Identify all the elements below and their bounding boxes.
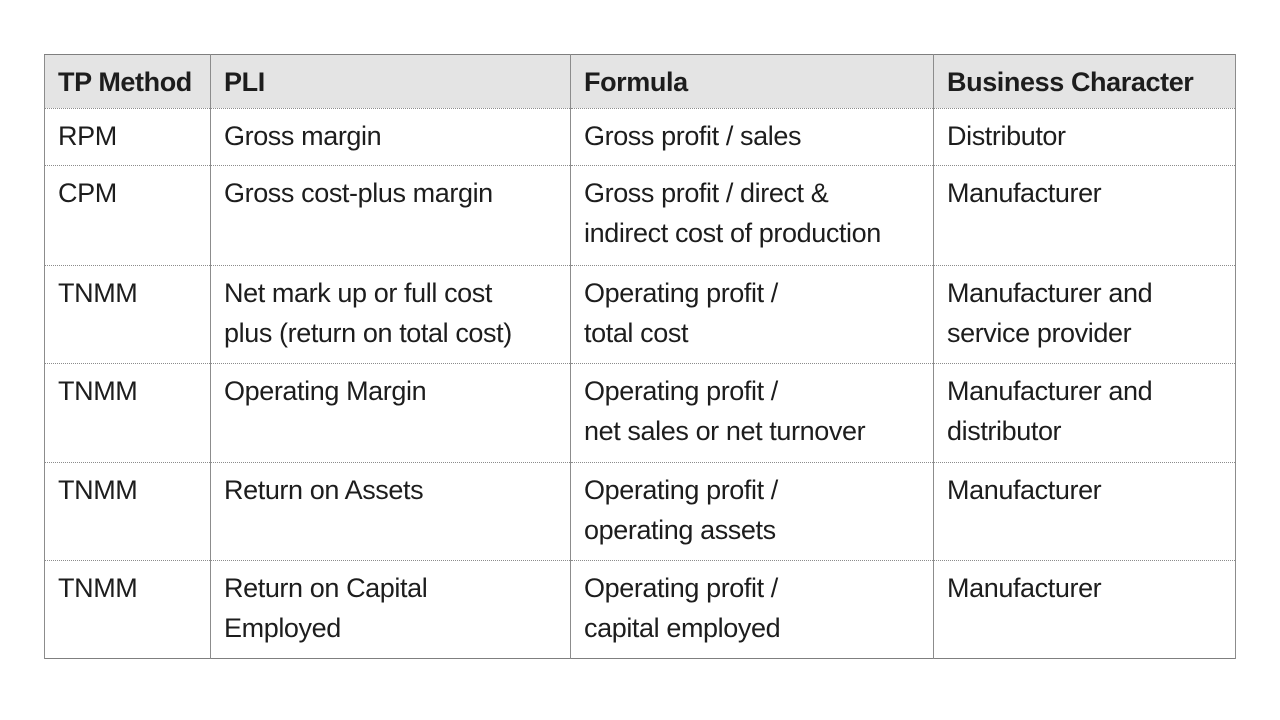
table-row: CPM Gross cost-plus margin Gross profit …: [44, 165, 1236, 266]
cell-pli: Return on Assets: [210, 462, 571, 561]
cell-formula: Gross profit / direct & indirect cost of…: [570, 165, 934, 266]
cell-business-character: Manufacturer and service provider: [933, 265, 1236, 364]
cell-tp-method: TNMM: [44, 462, 211, 561]
cell-tp-method: TNMM: [44, 363, 211, 463]
cell-tp-method: TNMM: [44, 265, 211, 364]
cell-pli: Operating Margin: [210, 363, 571, 463]
table-row: TNMM Net mark up or full cost plus (retu…: [44, 265, 1236, 364]
cell-business-character: Distributor: [933, 108, 1236, 166]
cell-formula: Operating profit / operating assets: [570, 462, 934, 561]
header-row: TP Method PLI Formula Business Character: [44, 54, 1236, 109]
cell-pli: Net mark up or full cost plus (return on…: [210, 265, 571, 364]
header-cell-business-character: Business Character: [933, 54, 1236, 109]
header-cell-formula: Formula: [570, 54, 934, 109]
cell-pli: Gross cost-plus margin: [210, 165, 571, 266]
cell-formula: Operating profit / net sales or net turn…: [570, 363, 934, 463]
cell-business-character: Manufacturer: [933, 462, 1236, 561]
cell-pli: Return on Capital Employed: [210, 560, 571, 659]
cell-business-character: Manufacturer and distributor: [933, 363, 1236, 463]
cell-tp-method: CPM: [44, 165, 211, 266]
table-row: TNMM Operating Margin Operating profit /…: [44, 363, 1236, 463]
header-cell-tp-method: TP Method: [44, 54, 211, 109]
cell-business-character: Manufacturer: [933, 560, 1236, 659]
cell-business-character: Manufacturer: [933, 165, 1236, 266]
tp-methods-table: TP Method PLI Formula Business Character…: [44, 54, 1236, 659]
cell-formula: Operating profit / total cost: [570, 265, 934, 364]
cell-pli: Gross margin: [210, 108, 571, 166]
table-row: TNMM Return on Capital Employed Operatin…: [44, 560, 1236, 659]
header-cell-pli: PLI: [210, 54, 571, 109]
cell-tp-method: TNMM: [44, 560, 211, 659]
cell-formula: Operating profit / capital employed: [570, 560, 934, 659]
table-row: TNMM Return on Assets Operating profit /…: [44, 462, 1236, 561]
cell-tp-method: RPM: [44, 108, 211, 166]
cell-formula: Gross profit / sales: [570, 108, 934, 166]
table-row: RPM Gross margin Gross profit / sales Di…: [44, 108, 1236, 166]
